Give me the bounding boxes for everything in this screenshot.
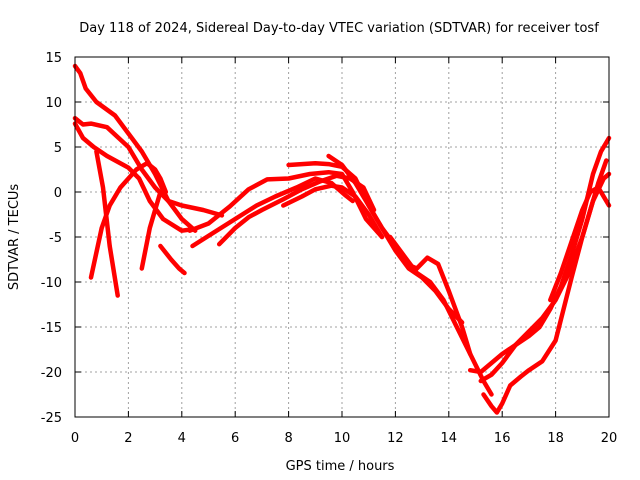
x-tick-label: 8 xyxy=(284,431,292,446)
chart-title: Day 118 of 2024, Sidereal Day-to-day VTE… xyxy=(79,21,599,36)
y-axis-label: SDTVAR / TECUs xyxy=(7,184,22,291)
series-track-2 xyxy=(72,115,225,218)
y-tick-label: -5 xyxy=(49,231,62,246)
series-track-18 xyxy=(548,185,612,303)
y-tick-label: 5 xyxy=(54,141,62,156)
x-tick-label: 0 xyxy=(71,431,79,446)
x-tick-label: 6 xyxy=(231,431,239,446)
data-series xyxy=(72,63,612,415)
axis-ticks: 0 2 4 6 8 10 12 14 16 18 20 15 10 5 0 -5 -10 -15 -20 -25 xyxy=(41,51,618,446)
x-tick-label: 4 xyxy=(178,431,186,446)
x-tick-label: 14 xyxy=(441,431,458,446)
x-tick-label: 18 xyxy=(547,431,564,446)
series-track-7 xyxy=(158,243,187,276)
y-tick-label: 15 xyxy=(45,51,62,66)
y-tick-label: 0 xyxy=(54,186,62,201)
plot-frame xyxy=(74,56,610,418)
series-track-6 xyxy=(139,189,163,271)
y-tick-label: -20 xyxy=(41,366,62,381)
x-tick-label: 2 xyxy=(124,431,132,446)
series-track-5 xyxy=(94,149,120,298)
y-tick-label: 10 xyxy=(45,96,62,111)
x-axis-label: GPS time / hours xyxy=(286,459,395,474)
series-track-11 xyxy=(281,183,385,240)
x-tick-label: 12 xyxy=(387,431,404,446)
series-track-1 xyxy=(72,63,198,233)
series-track-17 xyxy=(478,171,612,384)
x-tick-label: 20 xyxy=(601,431,618,446)
y-tick-label: -10 xyxy=(41,276,62,291)
x-tick-label: 16 xyxy=(494,431,511,446)
x-tick-label: 10 xyxy=(334,431,351,446)
y-tick-label: -15 xyxy=(41,321,62,336)
grid xyxy=(75,57,609,417)
series-track-4 xyxy=(88,160,169,280)
y-tick-label: -25 xyxy=(41,411,62,426)
